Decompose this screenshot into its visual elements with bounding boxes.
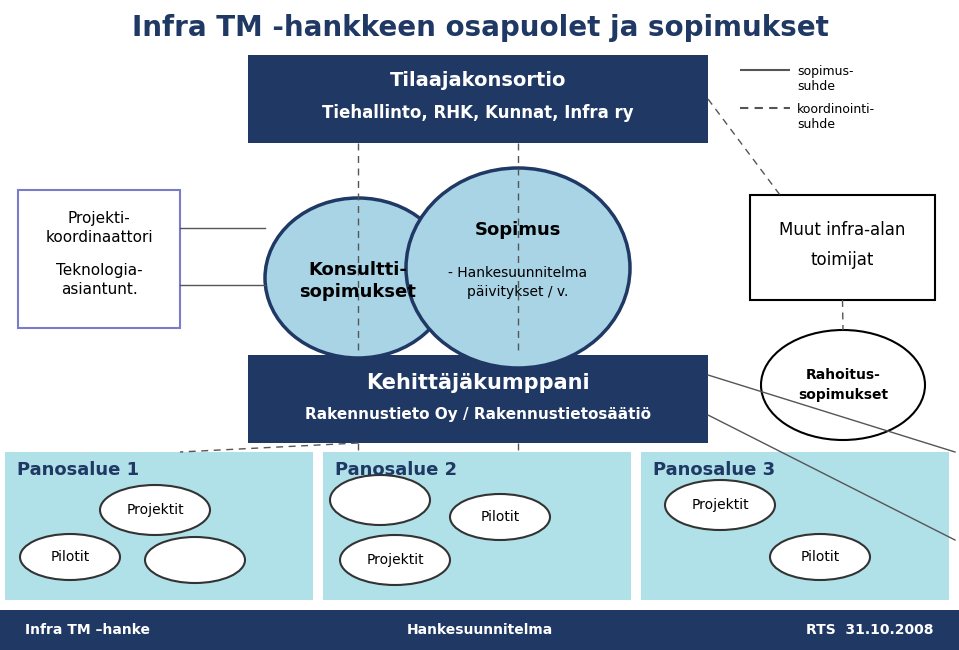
Text: Teknologia-: Teknologia- — [56, 263, 142, 278]
Text: sopimukset: sopimukset — [299, 283, 416, 301]
Text: toimijat: toimijat — [810, 251, 875, 269]
Text: Projektit: Projektit — [366, 553, 424, 567]
Text: koordinointi-
suhde: koordinointi- suhde — [797, 103, 876, 131]
Text: RTS  31.10.2008: RTS 31.10.2008 — [807, 623, 934, 637]
Ellipse shape — [761, 330, 925, 440]
Text: Pilotit: Pilotit — [801, 550, 840, 564]
Ellipse shape — [100, 485, 210, 535]
Bar — [750, 195, 935, 300]
Text: Infra TM –hanke: Infra TM –hanke — [25, 623, 150, 637]
Text: Pilotit: Pilotit — [480, 510, 520, 524]
Text: Hankesuunnitelma: Hankesuunnitelma — [407, 623, 553, 637]
Text: asiantunt.: asiantunt. — [60, 283, 137, 298]
Ellipse shape — [665, 480, 775, 530]
Ellipse shape — [330, 475, 430, 525]
Ellipse shape — [450, 494, 550, 540]
Bar — [5, 452, 313, 600]
Text: - Hankesuunnitelma: - Hankesuunnitelma — [449, 266, 588, 280]
Ellipse shape — [770, 534, 870, 580]
Text: sopimukset: sopimukset — [798, 388, 888, 402]
Text: Rakennustieto Oy / Rakennustietosäätiö: Rakennustieto Oy / Rakennustietosäätiö — [305, 408, 651, 422]
Ellipse shape — [20, 534, 120, 580]
Ellipse shape — [145, 537, 245, 583]
Text: Panosalue 1: Panosalue 1 — [17, 461, 139, 479]
Text: Tiehallinto, RHK, Kunnat, Infra ry: Tiehallinto, RHK, Kunnat, Infra ry — [322, 104, 634, 122]
Ellipse shape — [265, 198, 451, 358]
Text: Tilaajakonsortio: Tilaajakonsortio — [389, 70, 566, 90]
Text: Panosalue 2: Panosalue 2 — [335, 461, 457, 479]
Text: Infra TM -hankkeen osapuolet ja sopimukset: Infra TM -hankkeen osapuolet ja sopimuks… — [131, 14, 829, 42]
Bar — [641, 452, 949, 600]
Text: Projektit: Projektit — [691, 498, 749, 512]
Bar — [0, 610, 959, 650]
Text: Konsultti-: Konsultti- — [309, 261, 408, 279]
Text: päivitykset / v.: päivitykset / v. — [467, 285, 569, 299]
Text: Sopimus: Sopimus — [475, 221, 561, 239]
Ellipse shape — [340, 535, 450, 585]
Text: koordinaattori: koordinaattori — [45, 231, 152, 246]
Text: Rahoitus-: Rahoitus- — [806, 368, 880, 382]
Bar — [248, 55, 708, 143]
Bar — [18, 190, 180, 328]
Text: Pilotit: Pilotit — [51, 550, 89, 564]
Text: Kehittäjäkumppani: Kehittäjäkumppani — [366, 373, 590, 393]
Text: sopimus-
suhde: sopimus- suhde — [797, 65, 854, 93]
Bar — [323, 452, 631, 600]
Text: Panosalue 3: Panosalue 3 — [653, 461, 775, 479]
Text: Muut infra-alan: Muut infra-alan — [780, 221, 905, 239]
Text: Projektit: Projektit — [127, 503, 184, 517]
Ellipse shape — [406, 168, 630, 368]
Text: Projekti-: Projekti- — [68, 211, 130, 226]
Bar — [248, 355, 708, 443]
